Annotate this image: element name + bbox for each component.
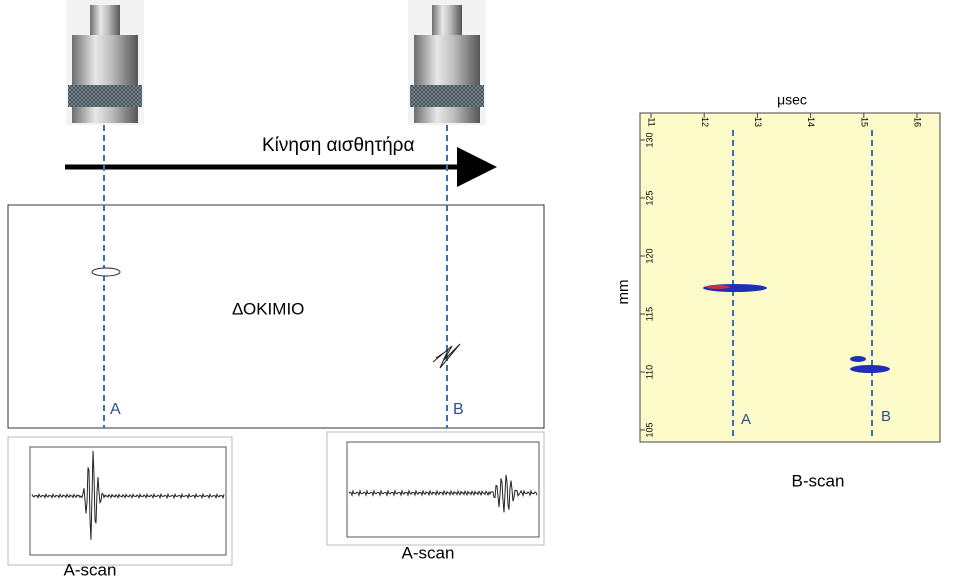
marker-a: A — [110, 401, 121, 418]
defect-crack — [432, 343, 461, 369]
b-scan-y-tick-label: 110 — [644, 365, 654, 379]
b-scan-y-label: mm — [615, 280, 632, 305]
b-scan-y-tick-label: 125 — [644, 190, 654, 205]
marker-b: B — [453, 401, 464, 418]
b-scan-y-tick-label: 130 — [644, 132, 654, 147]
a-scan-caption: A-scan — [402, 543, 455, 562]
b-scan-x-tick-label: 12 — [700, 117, 710, 127]
b-scan-y-tick-label: 120 — [644, 248, 654, 263]
b-scan-x-tick-label: 14 — [806, 117, 816, 127]
b-scan-x-label: μsec — [777, 92, 807, 108]
defect-void — [91, 267, 121, 277]
a-scan-caption: A-scan — [64, 560, 117, 579]
motion-label: Κίνηση αισθητήρα — [262, 135, 414, 156]
probe-b — [408, 0, 486, 125]
a-scan-b — [326, 431, 545, 546]
b-scan-x-tick-label: 15 — [859, 117, 869, 127]
b-scan-x-tick-label: 16 — [913, 117, 923, 127]
b-scan-x-tick-label: 11 — [647, 117, 657, 126]
b-scan-marker-a: A — [741, 411, 751, 428]
specimen — [7, 204, 545, 429]
b-scan-x-tick-label: 13 — [753, 117, 763, 127]
b-scan — [639, 112, 941, 443]
a-scan-a — [7, 436, 233, 566]
b-scan-y-tick-label: 115 — [644, 307, 654, 321]
b-scan-y-tick-label: 105 — [644, 422, 654, 437]
b-scan-caption: B-scan — [792, 471, 845, 490]
probe-a — [66, 0, 144, 125]
b-scan-marker-b: B — [881, 408, 891, 425]
specimen-label: ΔΟΚΙΜΙΟ — [232, 299, 304, 318]
